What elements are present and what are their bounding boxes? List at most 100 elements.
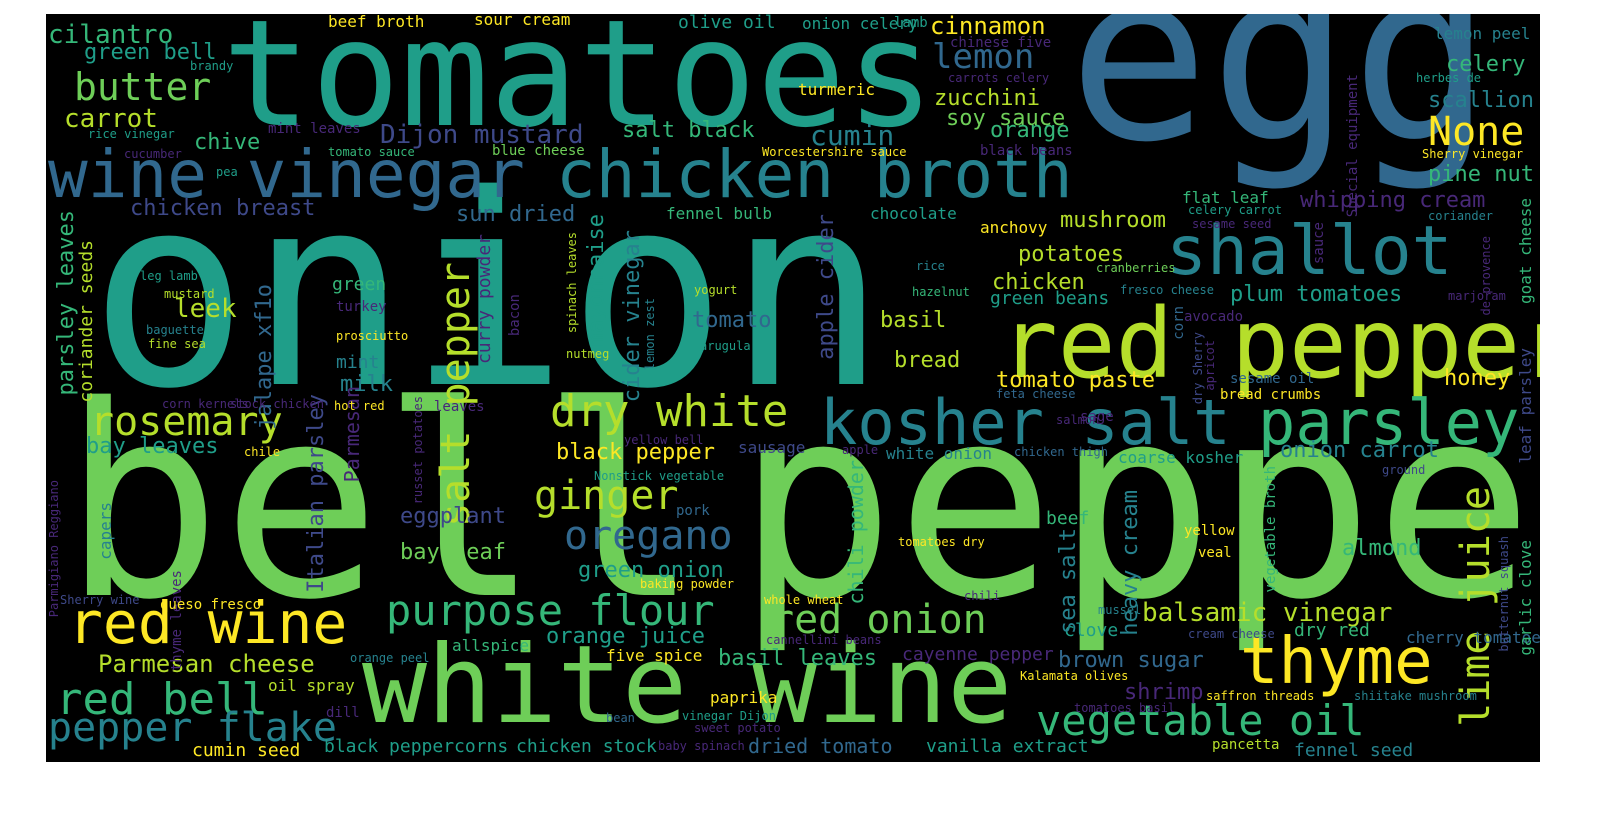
word: basil leaves — [718, 646, 877, 671]
word: parsley leaves — [54, 210, 79, 396]
word: Worcestershire sauce — [762, 145, 907, 159]
word: red pepper — [1000, 288, 1540, 400]
word: carrots celery — [948, 71, 1050, 85]
word: Sherry vinegar — [1422, 147, 1524, 161]
word: pepper — [736, 350, 1540, 658]
word: leaf parsley — [1516, 348, 1535, 464]
word: Italian parsley — [304, 394, 329, 593]
word: blue cheese — [492, 143, 585, 159]
word: orange — [990, 118, 1070, 143]
word: mushroom — [1060, 208, 1166, 233]
word: black beans — [980, 143, 1073, 159]
word: queso fresco — [160, 597, 262, 613]
word: ginger — [534, 473, 679, 519]
word: green onion — [578, 558, 724, 583]
word: anchovy — [980, 218, 1048, 237]
word: Special equipment — [1345, 74, 1361, 218]
word: black pepper — [556, 440, 715, 465]
word: bean — [606, 711, 635, 725]
word: Nonstick vegetable — [594, 469, 725, 483]
word: sour cream — [474, 14, 571, 29]
word: spinach leaves — [565, 232, 579, 334]
word: kosher salt — [820, 386, 1231, 459]
word: pea — [216, 165, 238, 179]
word: tomato paste — [996, 368, 1155, 393]
word: paprika — [710, 688, 778, 707]
word: onion — [89, 139, 887, 447]
word: pork — [676, 503, 710, 519]
word: vanilla extract — [926, 736, 1089, 757]
word: honey — [1444, 366, 1511, 391]
word: fine sea — [148, 337, 206, 351]
word: white wine — [362, 623, 1013, 748]
word: green beans — [990, 288, 1110, 309]
word: soy sauce — [946, 106, 1066, 131]
word: whole wheat — [764, 593, 844, 607]
word: salmon — [1056, 413, 1100, 427]
word: thyme — [1240, 625, 1433, 699]
word: mint — [336, 352, 380, 373]
word: red onion — [770, 597, 987, 643]
word: sage — [1080, 409, 1114, 425]
word: bay leaves — [86, 434, 219, 459]
word: vegetable oil — [1036, 696, 1365, 745]
word: milk — [340, 372, 393, 397]
word: cider vinegar — [620, 230, 645, 403]
word: corn — [1171, 306, 1187, 340]
word: chili — [964, 589, 1001, 603]
word: goat cheese — [1516, 198, 1535, 304]
word: red bell — [56, 674, 268, 725]
word: sun dried — [456, 202, 576, 227]
word: coriander seeds — [76, 240, 97, 403]
word: potatoes — [1018, 242, 1124, 267]
word: vinegar Dijon — [682, 709, 776, 723]
word: pepper flake — [48, 705, 337, 751]
word: apple — [842, 443, 879, 457]
word: nutmeg — [566, 347, 610, 361]
word: pancetta — [1212, 737, 1280, 753]
word: cherry tomatoes — [1406, 628, 1540, 647]
word: hot red — [334, 399, 385, 413]
word: arugula — [700, 339, 751, 353]
word: coarse kosher — [1118, 448, 1244, 467]
word: onion carrot — [1280, 438, 1439, 463]
word: rice — [916, 259, 945, 273]
word: brown sugar — [1058, 648, 1204, 673]
word: allspice — [452, 636, 530, 655]
word: chili powder — [844, 460, 868, 605]
word: cream cheese — [1188, 627, 1275, 641]
word: sesame seed — [1192, 217, 1272, 231]
word: lemon peel — [1434, 24, 1531, 43]
word: purpose flour — [386, 586, 715, 635]
word: apple cider — [814, 214, 839, 360]
word: flat leaf — [1182, 188, 1269, 207]
word: Parmesan cheese — [98, 650, 315, 678]
word: beef — [1046, 508, 1090, 529]
word: shiitake mushroom — [1354, 689, 1477, 703]
word: red wine — [68, 589, 348, 657]
word: brandy — [190, 59, 234, 73]
word: whipping cream — [1300, 188, 1486, 213]
word: yellow — [1184, 523, 1235, 539]
word: basil — [880, 308, 947, 333]
word: Kalamata olives — [1020, 669, 1129, 683]
word: avocado — [1184, 309, 1244, 325]
word: fennel bulb — [666, 204, 772, 223]
word: lamb — [894, 15, 928, 31]
word: chicken stock — [516, 736, 657, 757]
word: bacon — [507, 294, 523, 337]
word: wine vinegar — [48, 136, 525, 213]
word: cayenne pepper — [902, 644, 1054, 665]
word: shallot — [1166, 212, 1453, 291]
word: fennel seed — [1294, 740, 1414, 761]
word: scallion — [1428, 88, 1534, 113]
word: capers — [96, 502, 115, 560]
word: feta cheese — [996, 387, 1076, 401]
word: turmeric — [798, 80, 876, 99]
word: mussel — [1098, 603, 1142, 617]
word: vegetable broth — [1263, 466, 1279, 593]
word: mint leaves — [268, 121, 361, 137]
word: chicken broth — [556, 136, 1073, 213]
word: butternut squash — [1497, 536, 1511, 652]
word: dried tomato — [748, 734, 893, 758]
